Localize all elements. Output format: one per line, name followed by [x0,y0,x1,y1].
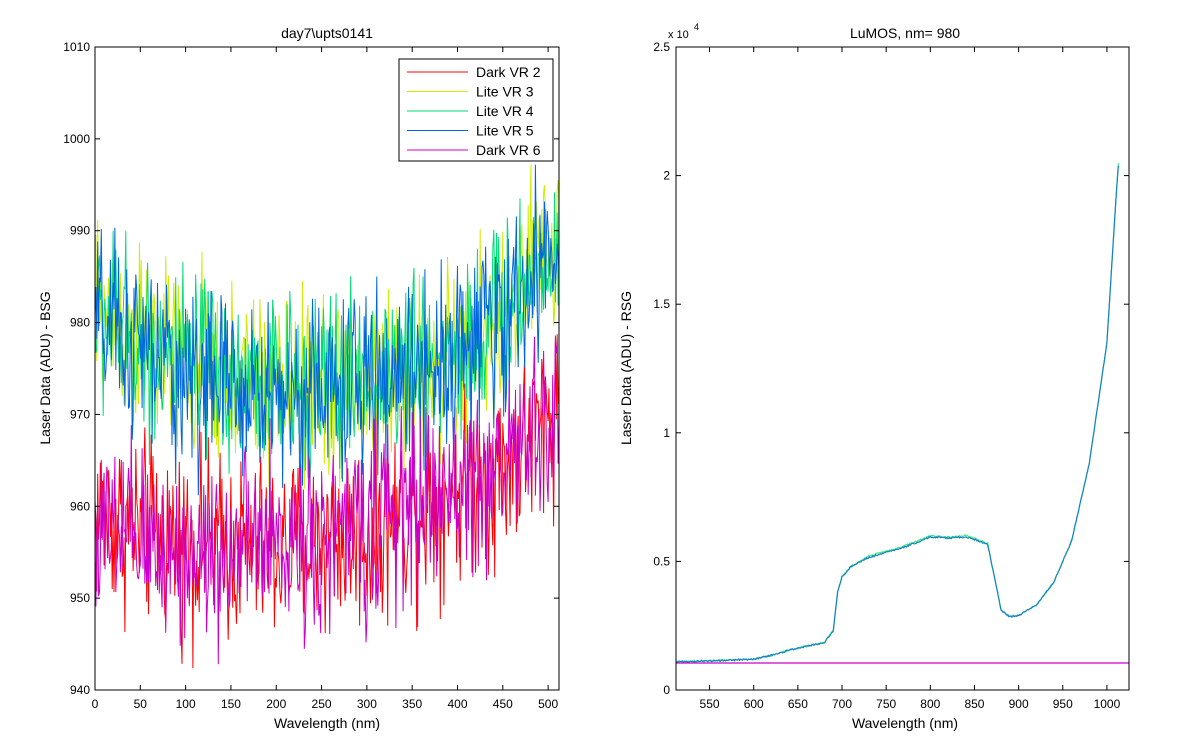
left-y-tick-label: 1010 [63,40,90,54]
left-y-tick-label: 1000 [63,132,90,146]
left-x-axis-label: Wavelength (nm) [274,715,380,731]
legend: Dark VR 2 Lite VR 3 Lite VR 4 Lite VR 5 Dark… [398,58,554,162]
right-ticks-group: 550 600 650 700 750 800 850 900 950 1000 0 0.5 1 1.5 2… [653,40,1129,711]
legend-label-3: Lite VR 4 [476,103,534,119]
right-y-tick-label: 2 [663,169,670,183]
left-y-tick-label: 970 [70,407,90,421]
legend-label-2: Lite VR 3 [476,84,534,100]
legend-entries: Dark VR 2 Lite VR 3 Lite VR 4 Lite VR 5 Dark… [407,64,541,158]
right-axes-box [675,46,1130,691]
left-x-tick-label: 500 [538,697,558,711]
left-series-line-3 [94,184,560,496]
left-x-tick-label: 400 [447,697,467,711]
legend-box [398,58,554,162]
right-x-axis-label: Wavelength (nm) [852,715,958,731]
right-plot-title: LuMOS, nm= 980 [850,25,960,41]
right-x-tick-label: 750 [876,697,896,711]
left-x-tick-label: 450 [493,697,513,711]
right-y-tick-label: 2.5 [653,40,670,54]
left-x-tick-label: 250 [312,697,332,711]
left-y-tick-label: 980 [70,316,90,330]
left-x-tick-label: 150 [221,697,241,711]
left-y-axis-label: Laser Data (ADU) - BSG [37,291,53,444]
left-ticks-group: 0 50 100 150 200 250 300 350 400 450 500 940 950 960 9… [63,40,559,711]
right-y-axis-label: Laser Data (ADU) - RSG [618,291,634,445]
left-x-tick-label: 50 [134,697,148,711]
left-y-tick-label: 950 [70,591,90,605]
right-y-tick-label: 0 [663,683,670,697]
left-y-tick-label: 940 [70,683,90,697]
right-x-tick-label: 1000 [1094,697,1121,711]
right-y-exponent-power: 4 [694,22,699,32]
right-y-tick-label: 1.5 [653,297,670,311]
right-y-exponent-label: x 10 [668,29,689,41]
right-series-group [675,163,1129,664]
right-x-tick-label: 600 [744,697,764,711]
right-y-tick-label: 1 [663,426,670,440]
right-x-tick-label: 650 [788,697,808,711]
left-x-tick-label: 350 [402,697,422,711]
left-series-line-5 [94,335,560,665]
right-x-tick-label: 700 [832,697,852,711]
left-axes: day7\upts0141 0 50 100 150 200 250 300 350 400 45… [37,25,560,731]
left-x-tick-label: 0 [92,697,99,711]
right-axes: LuMOS, nm= 980 550 600 650 700 750 800 850 900 9… [618,22,1130,731]
left-y-tick-label: 990 [70,224,90,238]
right-x-tick-label: 950 [1053,697,1073,711]
left-axes-box [94,46,560,691]
left-plot-title: day7\upts0141 [281,25,373,41]
left-x-tick-label: 200 [266,697,286,711]
left-y-tick-label: 960 [70,499,90,513]
left-x-tick-label: 300 [357,697,377,711]
right-x-tick-label: 550 [700,697,720,711]
right-x-tick-label: 800 [920,697,940,711]
right-x-tick-label: 900 [1009,697,1029,711]
right-y-tick-label: 0.5 [653,554,670,568]
left-series-line-4 [94,164,560,508]
legend-label-5: Dark VR 6 [476,142,541,158]
legend-label-4: Lite VR 5 [476,123,534,139]
legend-label-1: Dark VR 2 [476,64,541,80]
right-series-line-2 [675,165,1119,664]
left-x-tick-label: 100 [176,697,196,711]
left-series-group [94,164,560,669]
right-x-tick-label: 850 [964,697,984,711]
